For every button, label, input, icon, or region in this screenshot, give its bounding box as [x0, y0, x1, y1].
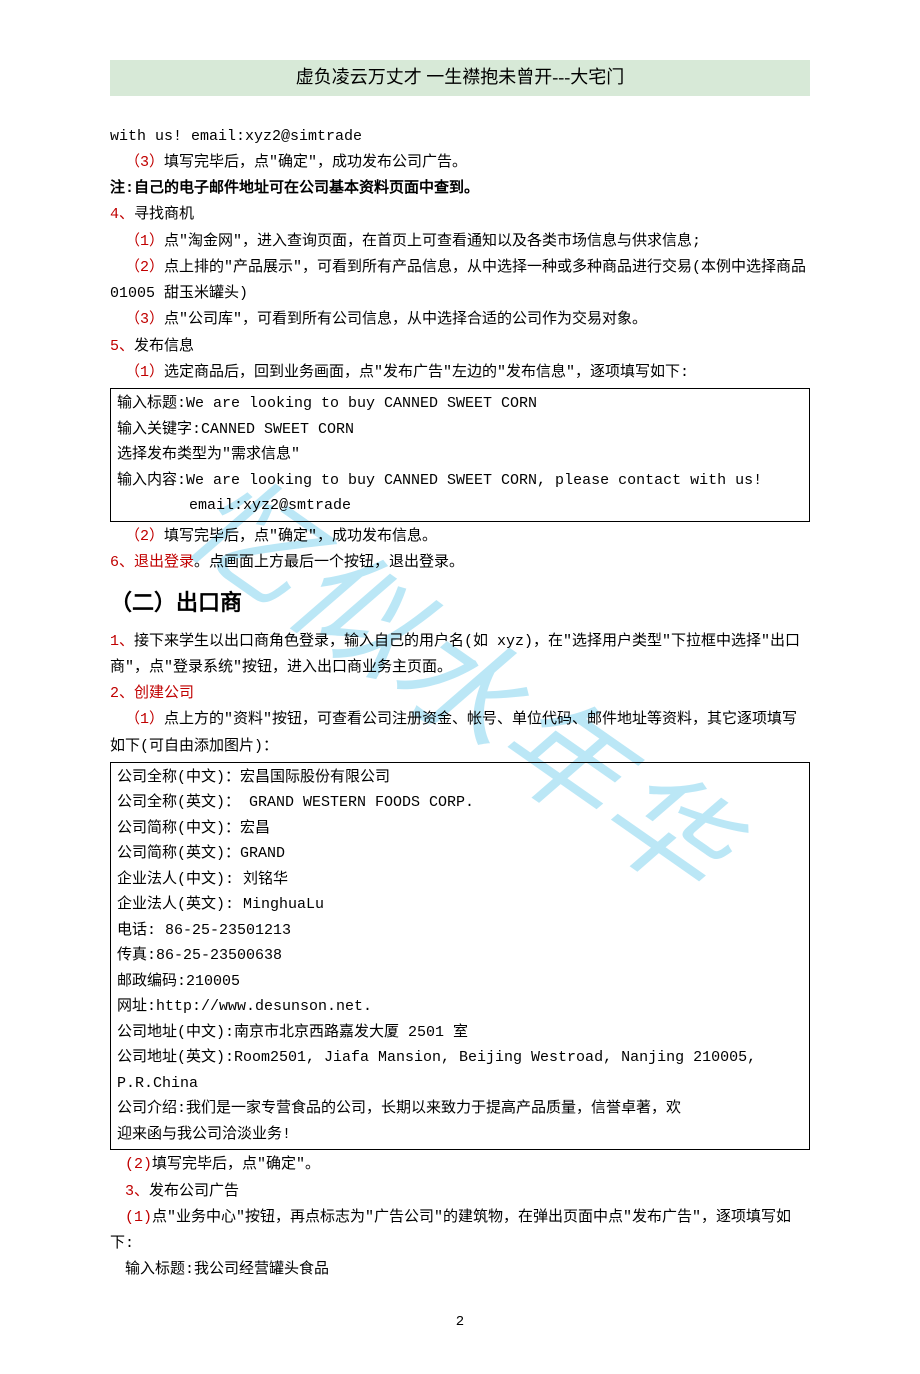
box-line: 企业法人(英文): MinghuaLu [117, 892, 803, 918]
step-marker: （1） [125, 233, 164, 250]
step-marker: （1） [125, 364, 164, 381]
step-marker: （3） [125, 311, 164, 328]
box-line: 输入关键字:CANNED SWEET CORN [117, 417, 803, 443]
box-line: 公司介绍:我们是一家专营食品的公司，长期以来致力于提高产品质量，信誉卓著，欢 [117, 1096, 803, 1122]
text-line: (1)点"业务中心"按钮，再点标志为"广告公司"的建筑物，在弹出页面中点"发布广… [110, 1205, 810, 1258]
text-line: 5、发布信息 [110, 334, 810, 360]
step-marker: 4、 [110, 206, 134, 223]
text-line: （1）选定商品后，回到业务画面，点"发布广告"左边的"发布信息"，逐项填写如下: [110, 360, 810, 386]
text: 填写完毕后，点"确定"，成功发布信息。 [164, 528, 437, 545]
box-line: 邮政编码:210005 [117, 969, 803, 995]
box-line: 企业法人(中文): 刘铭华 [117, 867, 803, 893]
step-marker: 3、 [125, 1183, 149, 1200]
text: 接下来学生以出口商角色登录，输入自己的用户名(如 xyz)，在"选择用户类型"下… [110, 633, 800, 676]
page-number: 2 [110, 1310, 810, 1335]
text-line: （3）点"公司库"，可看到所有公司信息，从中选择合适的公司作为交易对象。 [110, 307, 810, 333]
box-line: 传真:86-25-23500638 [117, 943, 803, 969]
text: 填写完毕后，点"确定"。 [152, 1156, 320, 1173]
text-line: 输入标题:我公司经营罐头食品 [110, 1257, 810, 1283]
step-marker: (1) [125, 1209, 152, 1226]
text-line: 3、发布公司广告 [110, 1179, 810, 1205]
step-marker: 5、 [110, 338, 134, 355]
note-line: 注:自己的电子邮件地址可在公司基本资料页面中查到。 [110, 176, 810, 202]
document-body: with us! email:xyz2@simtrade （3）填写完毕后，点"… [110, 124, 810, 1335]
box-line: 网址:http://www.desunson.net. [117, 994, 803, 1020]
step-marker: （2） [125, 259, 164, 276]
box-line: 输入标题:We are looking to buy CANNED SWEET … [117, 391, 803, 417]
section-heading: （二）出口商 [110, 584, 810, 623]
text: 填写完毕后，点"确定"，成功发布公司广告。 [164, 154, 467, 171]
text: 选定商品后，回到业务画面，点"发布广告"左边的"发布信息"，逐项填写如下: [164, 364, 689, 381]
text: 。点画面上方最后一个按钮，退出登录。 [194, 554, 464, 571]
text-line: 6、退出登录。点画面上方最后一个按钮，退出登录。 [110, 550, 810, 576]
text: 点"公司库"，可看到所有公司信息，从中选择合适的公司作为交易对象。 [164, 311, 647, 328]
text: 发布信息 [134, 338, 194, 355]
box-line: 输入内容:We are looking to buy CANNED SWEET … [117, 468, 803, 494]
step-marker: （3） [125, 154, 164, 171]
box-line: 公司简称(英文)：GRAND [117, 841, 803, 867]
text: 寻找商机 [134, 206, 194, 223]
text-line: （3）填写完毕后，点"确定"，成功发布公司广告。 [110, 150, 810, 176]
box-line: 公司全称(英文)： GRAND WESTERN FOODS CORP. [117, 790, 803, 816]
box-line: 电话: 86-25-23501213 [117, 918, 803, 944]
box-line: 迎来函与我公司洽淡业务! [117, 1122, 803, 1148]
text-line: 4、寻找商机 [110, 202, 810, 228]
step-marker: （1） [125, 711, 164, 728]
text-line: （2）点上排的"产品展示"，可看到所有产品信息，从中选择一种或多种商品进行交易(… [110, 255, 810, 308]
page-header: 虚负凌云万丈才 一生襟抱未曾开---大宅门 [110, 60, 810, 96]
text-line: with us! email:xyz2@simtrade [110, 124, 810, 150]
step-marker: 6、退出登录 [110, 554, 194, 571]
text-line: （2）填写完毕后，点"确定"，成功发布信息。 [110, 524, 810, 550]
box-line: email:xyz2@smtrade [117, 493, 803, 519]
box-line: 公司地址(中文):南京市北京西路嘉发大厦 2501 室 [117, 1020, 803, 1046]
text: 点上方的"资料"按钮，可查看公司注册资金、帐号、单位代码、邮件地址等资料，其它逐… [110, 711, 797, 754]
step-marker: (2) [125, 1156, 152, 1173]
text-line: (2)填写完毕后，点"确定"。 [110, 1152, 810, 1178]
text-line: 2、创建公司 [110, 681, 810, 707]
info-box-2: 公司全称(中文)：宏昌国际股份有限公司 公司全称(英文)： GRAND WEST… [110, 762, 810, 1151]
text-line: 1、接下来学生以出口商角色登录，输入自己的用户名(如 xyz)，在"选择用户类型… [110, 629, 810, 682]
step-marker: 1、 [110, 633, 134, 650]
box-line: 公司全称(中文)：宏昌国际股份有限公司 [117, 765, 803, 791]
step-marker: （2） [125, 528, 164, 545]
text: 点上排的"产品展示"，可看到所有产品信息，从中选择一种或多种商品进行交易(本例中… [110, 259, 806, 302]
info-box-1: 输入标题:We are looking to buy CANNED SWEET … [110, 388, 810, 522]
text: 点"业务中心"按钮，再点标志为"广告公司"的建筑物，在弹出页面中点"发布广告"，… [110, 1209, 791, 1252]
box-line: 选择发布类型为"需求信息" [117, 442, 803, 468]
text: 点"淘金网"，进入查询页面，在首页上可查看通知以及各类市场信息与供求信息; [164, 233, 701, 250]
box-line: 公司地址(英文):Room2501, Jiafa Mansion, Beijin… [117, 1045, 803, 1096]
text-line: （1）点"淘金网"，进入查询页面，在首页上可查看通知以及各类市场信息与供求信息; [110, 229, 810, 255]
text-line: （1）点上方的"资料"按钮，可查看公司注册资金、帐号、单位代码、邮件地址等资料，… [110, 707, 810, 760]
box-line: 公司简称(中文)：宏昌 [117, 816, 803, 842]
text: 发布公司广告 [149, 1183, 239, 1200]
